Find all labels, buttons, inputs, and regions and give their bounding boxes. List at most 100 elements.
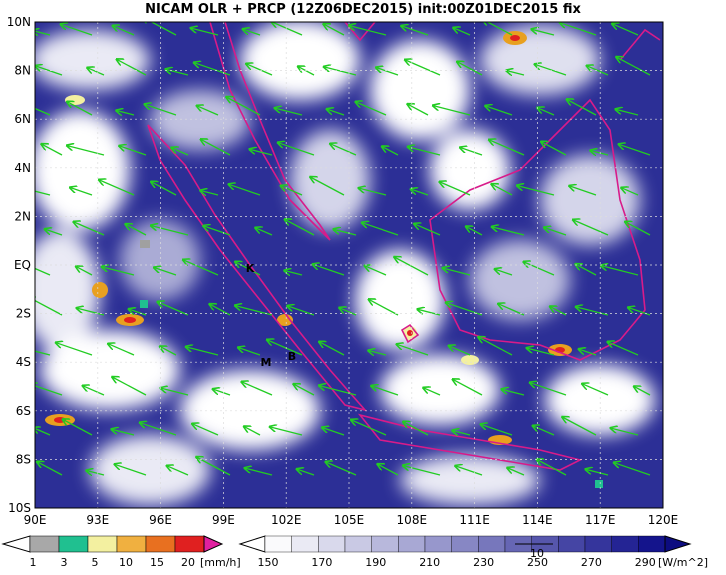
wind-arrow — [587, 66, 609, 76]
legend-triangle — [203, 535, 224, 553]
legend-box — [87, 535, 118, 553]
precip-legend-unit: [mm/h] — [200, 556, 241, 569]
legend-box — [174, 535, 205, 553]
wind-arrow — [614, 463, 651, 476]
wind-arrow — [495, 269, 513, 276]
wind-arrow — [582, 384, 609, 396]
wind-arrow — [570, 186, 597, 196]
legend-box — [58, 535, 89, 553]
olr-legend-label: 170 — [311, 556, 332, 569]
wind-arrow — [117, 59, 147, 76]
wind-arrow — [36, 66, 63, 76]
wind-arrow — [313, 264, 345, 276]
wind-arrow — [456, 466, 483, 476]
wind-arrow — [369, 351, 387, 355]
wind-arrow — [35, 297, 63, 316]
wind-arrow — [297, 469, 315, 476]
wind-arrow — [478, 337, 513, 356]
olr-legend-label: 150 — [258, 556, 279, 569]
wind-arrow — [365, 266, 387, 276]
wind-arrow — [158, 302, 189, 316]
olr-legend-label: 210 — [419, 556, 440, 569]
wind-arrow — [517, 186, 555, 196]
wind-vectors — [35, 22, 651, 476]
wind-arrow — [87, 471, 105, 475]
legend-box — [371, 535, 399, 553]
precip-legend-label: 3 — [61, 556, 68, 569]
wind-arrow — [171, 148, 189, 156]
wind-arrow — [244, 427, 261, 436]
wind-arrow — [408, 147, 441, 156]
wind-arrow — [275, 108, 303, 116]
lat-label: 2S — [16, 307, 31, 321]
lat-label: 10N — [7, 15, 31, 29]
wind-arrow — [42, 144, 63, 156]
wind-arrow — [567, 99, 597, 116]
wind-arrow — [423, 388, 441, 396]
wind-arrow — [183, 260, 219, 276]
olr-legend-label: 250 — [527, 556, 548, 569]
wind-arrow — [443, 268, 471, 276]
legend-box — [478, 535, 506, 553]
wind-arrow — [403, 422, 429, 436]
wind-arrow — [394, 257, 429, 276]
lon-label: 108E — [397, 513, 428, 527]
wind-arrow — [621, 188, 639, 196]
wind-arrow — [154, 268, 177, 276]
legend-box — [145, 535, 176, 553]
wind-arrow — [560, 23, 597, 36]
wind-arrow — [35, 190, 51, 196]
wind-arrow — [349, 26, 387, 36]
wind-arrow — [117, 111, 135, 115]
olr-legend-label: 270 — [581, 556, 602, 569]
lon-label: 90E — [24, 513, 47, 527]
lat-label: 10S — [8, 501, 31, 515]
legend-triangle — [664, 535, 692, 553]
wind-arrow — [87, 68, 105, 76]
graticule — [35, 22, 663, 508]
wind-arrow — [507, 71, 525, 75]
wind-arrow — [460, 148, 483, 156]
wind-arrow — [619, 144, 651, 156]
lon-label: 111E — [459, 513, 490, 527]
wind-arrow — [356, 102, 387, 116]
wind-arrow — [161, 388, 189, 396]
wind-arrow — [113, 26, 135, 36]
wind-arrow — [319, 342, 345, 356]
wind-arrow — [83, 386, 105, 396]
wind-arrow — [63, 419, 93, 436]
lat-label: EQ — [14, 258, 31, 272]
wind-arrow — [457, 62, 483, 76]
wind-arrow — [115, 464, 147, 476]
wind-arrow — [486, 106, 513, 116]
lat-label: 2N — [14, 209, 31, 223]
precip-legend-label: 1 — [30, 556, 37, 569]
precip-legend-label: 20 — [181, 556, 195, 569]
precip-legend-label: 10 — [119, 556, 133, 569]
wind-arrow — [601, 266, 639, 276]
wind-arrow — [576, 264, 597, 276]
wind-arrow — [35, 350, 51, 356]
wind-arrow — [550, 307, 567, 316]
wind-arrow — [576, 307, 609, 316]
wind-arrow — [359, 188, 387, 196]
wind-arrow — [70, 188, 93, 196]
wind-arrow — [213, 389, 231, 396]
wind-arrow — [322, 428, 345, 436]
wind-arrow — [544, 228, 567, 236]
legend-box — [116, 535, 147, 553]
wind-arrow — [537, 459, 567, 476]
wind-arrow — [535, 64, 567, 76]
legend-box — [344, 535, 372, 553]
wind-arrow — [586, 469, 609, 476]
wind-arrow — [498, 304, 525, 316]
wind-arrow — [246, 64, 273, 76]
legend-box — [584, 535, 612, 553]
wind-arrow — [330, 144, 357, 156]
wind-arrow — [238, 348, 261, 356]
wind-arrow — [634, 387, 651, 396]
wind-arrow — [382, 147, 399, 156]
place-label: M — [261, 356, 272, 369]
wind-arrow — [541, 142, 567, 156]
